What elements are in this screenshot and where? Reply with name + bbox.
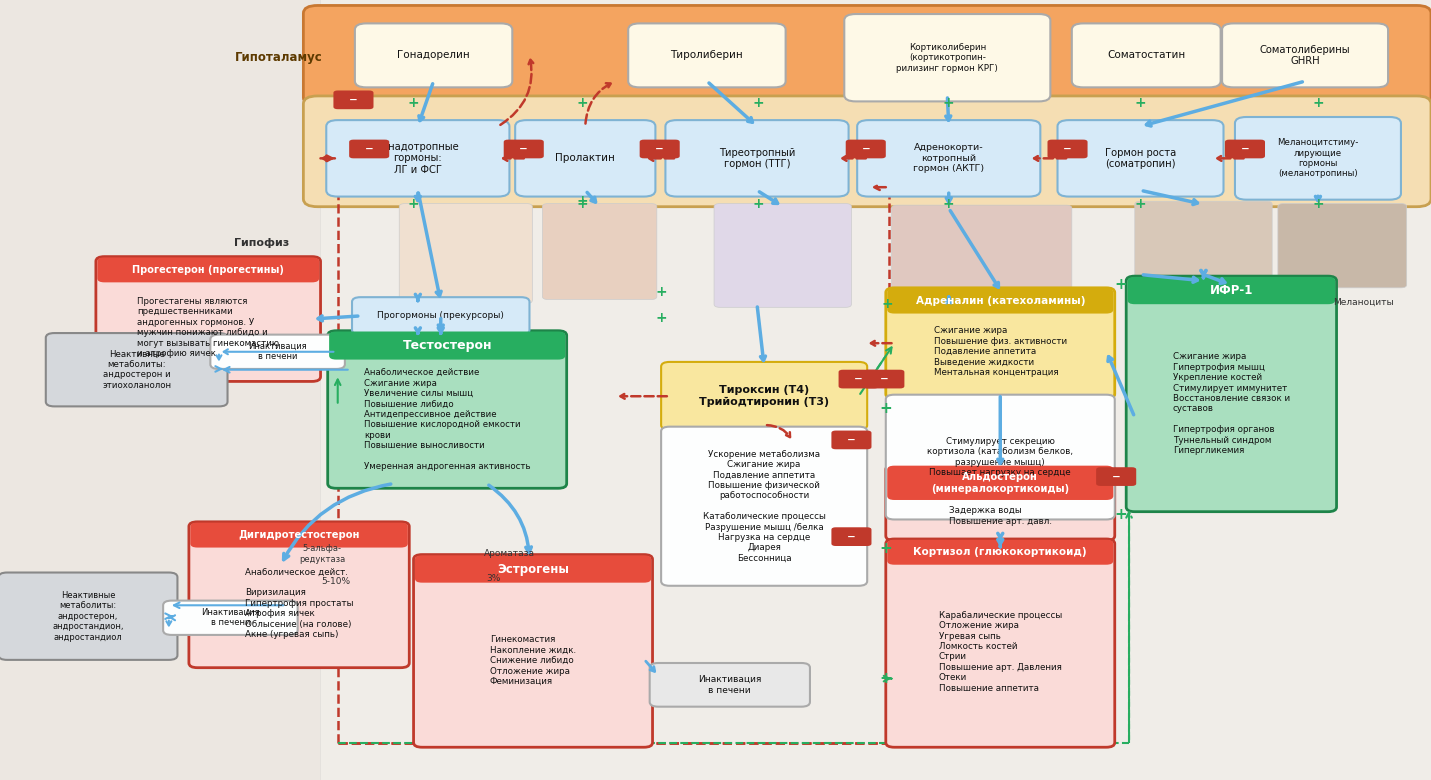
Text: Кортиколиберин
(кортикотропин-
рилизинг гормон КРГ): Кортиколиберин (кортикотропин- рилизинг … bbox=[896, 43, 999, 73]
Text: Неактивные
метаболиты:
андростерон и
этиохоланолон: Неактивные метаболиты: андростерон и эти… bbox=[102, 349, 172, 390]
Text: −: − bbox=[880, 374, 889, 384]
FancyBboxPatch shape bbox=[661, 427, 867, 586]
Text: −: − bbox=[1241, 144, 1249, 154]
FancyBboxPatch shape bbox=[0, 573, 177, 660]
Text: Тиреотропный
гормон (ТТГ): Тиреотропный гормон (ТТГ) bbox=[718, 147, 796, 169]
Text: +: + bbox=[1115, 507, 1126, 523]
Text: −: − bbox=[1112, 472, 1120, 481]
Text: Прогестагены являются
предшественниками
андрогенных гормонов. У
мужчин понижают : Прогестагены являются предшественниками … bbox=[137, 297, 279, 358]
Text: Тироксин (Т4)
Трийодтиронин (Т3): Тироксин (Т4) Трийодтиронин (Т3) bbox=[700, 385, 829, 406]
Text: Пролактин: Пролактин bbox=[555, 154, 615, 163]
Text: +: + bbox=[753, 96, 764, 110]
Text: Стимулирует секрецию
кортизола (катаболизм белков,
разрушение мышц)
Повышает наг: Стимулирует секрецию кортизола (катаболи… bbox=[927, 437, 1073, 477]
FancyBboxPatch shape bbox=[640, 140, 680, 158]
FancyBboxPatch shape bbox=[1222, 23, 1388, 87]
Text: +: + bbox=[943, 197, 954, 211]
FancyBboxPatch shape bbox=[887, 466, 1113, 500]
Text: Анаболическое дейст.

Виризилация
Гипертрофия простаты
Атрофия яичек
Облысение (: Анаболическое дейст. Виризилация Гипертр… bbox=[245, 568, 353, 639]
Text: Прогормоны (прекурсоры): Прогормоны (прекурсоры) bbox=[378, 311, 504, 321]
Text: Анаболическое действие
Сжигание жира
Увеличение силы мышц
Повышение либидо
Антид: Анаболическое действие Сжигание жира Уве… bbox=[363, 368, 531, 471]
Text: 5-10%: 5-10% bbox=[322, 576, 351, 586]
Text: +: + bbox=[1135, 197, 1146, 211]
Text: Неактивные
метаболиты:
андростерон,
андростандион,
андростандиол: Неактивные метаболиты: андростерон, андр… bbox=[53, 591, 123, 641]
Text: +: + bbox=[577, 197, 588, 211]
Text: Дигидротестостерон: Дигидротестостерон bbox=[239, 530, 359, 540]
Text: +: + bbox=[943, 96, 954, 110]
Text: ИФР-1: ИФР-1 bbox=[1209, 284, 1254, 297]
Text: −: − bbox=[847, 532, 856, 541]
FancyBboxPatch shape bbox=[190, 523, 408, 548]
Text: −: − bbox=[349, 95, 358, 105]
Text: +: + bbox=[577, 194, 588, 208]
FancyBboxPatch shape bbox=[1058, 120, 1224, 197]
FancyBboxPatch shape bbox=[887, 540, 1113, 565]
Text: Сжигание жира
Гипертрофия мышц
Укрепление костей
Стимулирует иммунитет
Восстанов: Сжигание жира Гипертрофия мышц Укреплени… bbox=[1173, 353, 1289, 455]
Text: Инактивация
в печени: Инактивация в печени bbox=[249, 342, 306, 361]
Text: 3%: 3% bbox=[487, 574, 501, 583]
FancyBboxPatch shape bbox=[665, 120, 849, 197]
Text: +: + bbox=[753, 197, 764, 211]
Text: Гипофиз: Гипофиз bbox=[235, 239, 289, 248]
FancyBboxPatch shape bbox=[210, 335, 345, 369]
Text: Соматолиберины
GHRH: Соматолиберины GHRH bbox=[1259, 44, 1351, 66]
Text: Адренокорти-
котропный
гормон (АКТГ): Адренокорти- котропный гормон (АКТГ) bbox=[913, 144, 985, 173]
FancyBboxPatch shape bbox=[1072, 23, 1221, 87]
Text: Соматостатин: Соматостатин bbox=[1108, 51, 1185, 60]
Text: Эстрогены: Эстрогены bbox=[497, 562, 570, 576]
Text: Тестостерон: Тестостерон bbox=[402, 339, 492, 352]
Text: Меланоцитстиму-
лирующие
гормоны
(меланотропины): Меланоцитстиму- лирующие гормоны (мелано… bbox=[1278, 138, 1358, 179]
Text: −: − bbox=[861, 144, 870, 154]
FancyBboxPatch shape bbox=[650, 663, 810, 707]
Text: +: + bbox=[408, 197, 419, 211]
Text: −: − bbox=[847, 435, 856, 445]
FancyBboxPatch shape bbox=[857, 120, 1040, 197]
FancyBboxPatch shape bbox=[886, 288, 1115, 399]
Text: +: + bbox=[880, 401, 892, 417]
Text: Гонадорелин: Гонадорелин bbox=[398, 51, 469, 60]
FancyBboxPatch shape bbox=[97, 257, 319, 282]
FancyBboxPatch shape bbox=[1096, 467, 1136, 486]
FancyBboxPatch shape bbox=[846, 140, 886, 158]
Text: Карабалические процессы
Отложение жира
Угревая сыпь
Ломкость костей
Стрии
Повыше: Карабалические процессы Отложение жира У… bbox=[939, 611, 1062, 693]
FancyBboxPatch shape bbox=[415, 555, 651, 583]
FancyBboxPatch shape bbox=[414, 555, 653, 747]
Text: Задержка воды
Повышение арт. давл.: Задержка воды Повышение арт. давл. bbox=[949, 506, 1052, 526]
FancyBboxPatch shape bbox=[844, 14, 1050, 101]
Text: Сжигание жира
Повышение физ. активности
Подавление аппетита
Выведение жидкости
М: Сжигание жира Повышение физ. активности … bbox=[933, 327, 1068, 377]
FancyBboxPatch shape bbox=[661, 362, 867, 430]
Text: +: + bbox=[1312, 197, 1324, 211]
Text: Прогестерон (прогестины): Прогестерон (прогестины) bbox=[132, 265, 285, 275]
FancyBboxPatch shape bbox=[864, 370, 904, 388]
Text: +: + bbox=[655, 311, 667, 325]
FancyBboxPatch shape bbox=[886, 465, 1115, 541]
FancyBboxPatch shape bbox=[333, 90, 373, 109]
FancyBboxPatch shape bbox=[628, 23, 786, 87]
FancyBboxPatch shape bbox=[352, 297, 529, 335]
Text: −: − bbox=[365, 144, 373, 154]
FancyBboxPatch shape bbox=[831, 527, 871, 546]
FancyBboxPatch shape bbox=[349, 140, 389, 158]
FancyBboxPatch shape bbox=[1225, 140, 1265, 158]
FancyBboxPatch shape bbox=[1278, 204, 1407, 288]
FancyBboxPatch shape bbox=[542, 204, 657, 300]
Text: Ароматаза: Ароматаза bbox=[484, 549, 535, 558]
Text: Гинекомастия
Накопление жидк.
Снижение либидо
Отложение жира
Феминизация: Гинекомастия Накопление жидк. Снижение л… bbox=[489, 636, 577, 686]
Text: +: + bbox=[577, 96, 588, 110]
FancyBboxPatch shape bbox=[303, 5, 1431, 105]
FancyBboxPatch shape bbox=[886, 395, 1115, 519]
Text: Альдостерон
(минералокортикоиды): Альдостерон (минералокортикоиды) bbox=[932, 472, 1069, 494]
FancyBboxPatch shape bbox=[0, 0, 321, 780]
FancyBboxPatch shape bbox=[515, 120, 655, 197]
Text: Ускорение метаболизма
Сжигание жира
Подавление аппетита
Повышение физической
раб: Ускорение метаболизма Сжигание жира Пода… bbox=[703, 450, 826, 562]
Text: Инактивация
в печени: Инактивация в печени bbox=[202, 608, 259, 627]
Text: +: + bbox=[655, 285, 667, 300]
Text: Гипоталамус: Гипоталамус bbox=[235, 51, 323, 64]
Text: Гормон роста
(соматропин): Гормон роста (соматропин) bbox=[1105, 147, 1176, 169]
FancyBboxPatch shape bbox=[326, 120, 509, 197]
Text: +: + bbox=[1115, 277, 1126, 292]
Text: +: + bbox=[1135, 96, 1146, 110]
Text: −: − bbox=[519, 144, 528, 154]
FancyBboxPatch shape bbox=[886, 539, 1115, 747]
FancyBboxPatch shape bbox=[839, 370, 879, 388]
Text: Гонадотропные
гормоны:
ЛГ и ФСГ: Гонадотропные гормоны: ЛГ и ФСГ bbox=[376, 142, 459, 175]
